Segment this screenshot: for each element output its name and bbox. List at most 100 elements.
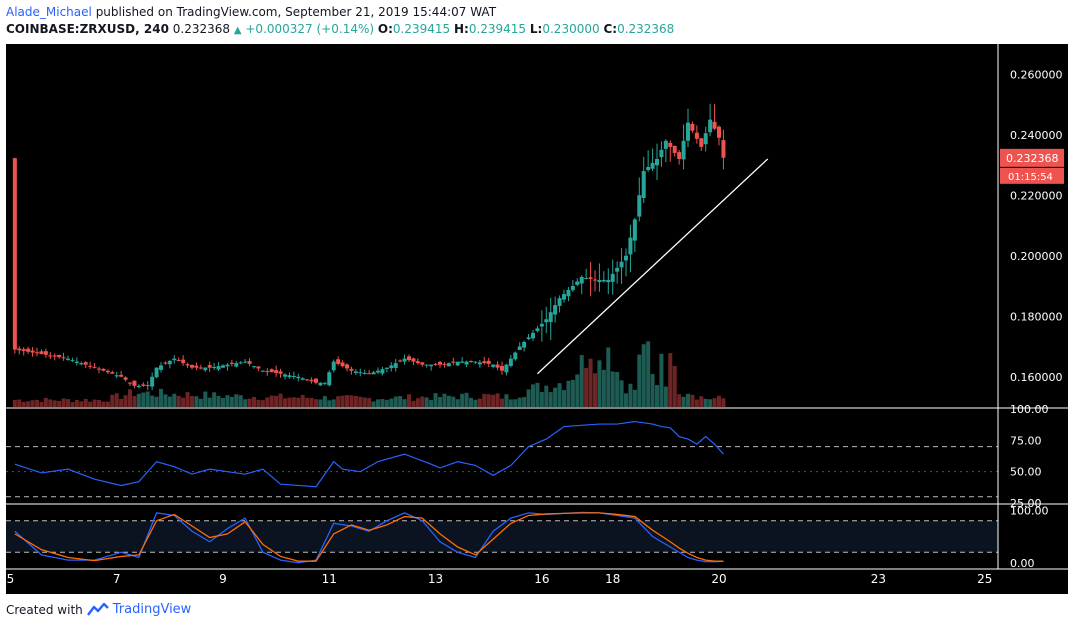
volume-bar (154, 396, 159, 407)
candle-body (176, 359, 181, 361)
candle-body (535, 328, 540, 331)
volume-bar (48, 399, 53, 407)
candle-body (340, 362, 345, 367)
volume-bar (632, 389, 637, 407)
volume-bar (26, 401, 31, 407)
candle-body (570, 286, 575, 291)
price-tick-label: 0.160000 (1010, 371, 1063, 384)
volume-bar (402, 399, 407, 407)
candle-body (83, 362, 88, 365)
high-value: 0.239415 (468, 22, 527, 36)
volume-bar (345, 395, 349, 407)
candle-body (446, 363, 451, 367)
author-link[interactable]: Alade_Michael (6, 5, 92, 19)
volume-bar (256, 399, 261, 407)
volume-bar (70, 402, 75, 407)
candle-body (717, 126, 721, 138)
volume-bar (229, 396, 234, 407)
candle-body (486, 360, 491, 364)
candle-body (327, 372, 332, 386)
price-pane[interactable] (12, 103, 769, 407)
volume-bar (469, 397, 473, 407)
candle-body (601, 279, 606, 282)
candle-body (712, 121, 717, 129)
up-arrow-icon: ▲ (233, 25, 242, 36)
stochastic-pane[interactable] (6, 511, 998, 564)
candle-body (314, 378, 318, 383)
candle-body (194, 365, 199, 368)
volume-bar (451, 396, 456, 407)
time-tick-label: 11 (322, 572, 337, 586)
candle-body (101, 368, 106, 371)
candle-body (17, 348, 22, 351)
volume-bar (260, 400, 265, 407)
tradingview-brand[interactable]: TradingView (112, 602, 192, 617)
volume-bar (66, 399, 70, 407)
volume-bar (212, 392, 217, 407)
volume-bar (150, 395, 155, 407)
candle-body (495, 364, 500, 368)
volume-bar (508, 399, 513, 407)
candle-body (566, 290, 571, 297)
volume-bar (548, 392, 553, 407)
volume-bar (717, 395, 721, 407)
volume-bar (35, 399, 39, 407)
candle-body (464, 361, 469, 365)
volume-bar (322, 396, 327, 407)
candle-body (579, 276, 584, 284)
time-tick-label: 13 (428, 572, 443, 586)
candle-body (708, 119, 713, 133)
candle-body (79, 363, 84, 365)
volume-bar (624, 393, 628, 407)
candle-body (145, 385, 150, 387)
candle-body (221, 365, 225, 368)
candle-body (234, 363, 239, 367)
candle-body (105, 370, 110, 373)
open-value: 0.239415 (392, 22, 451, 36)
price-tick-label: 0.200000 (1010, 250, 1063, 263)
candle-body (491, 364, 496, 367)
volume-bar (699, 396, 704, 407)
symbol-label[interactable]: COINBASE:ZRXUSD, 240 (6, 22, 169, 36)
candle-body (154, 367, 159, 378)
candle-body (92, 366, 97, 368)
volume-bar (637, 354, 642, 407)
axes: 0.260000 0.240000 0.220000 0.200000 0.180000… (6, 44, 1068, 586)
candle-body (597, 279, 602, 283)
candle-body (469, 360, 473, 362)
chart-header: Alade_Michael published on TradingView.c… (6, 4, 1066, 39)
candle-body (398, 360, 403, 362)
chart-area[interactable]: 0.260000 0.240000 0.220000 0.200000 0.180000… (6, 44, 1068, 594)
volume-bar (464, 392, 469, 407)
volume-bar (628, 383, 633, 407)
volume-bar (694, 399, 699, 407)
published-text: published on TradingView.com, September … (95, 5, 497, 19)
low-label: L: (529, 22, 543, 36)
close-value: 0.232368 (617, 22, 675, 36)
candle-body (411, 358, 416, 362)
candle-body (39, 351, 44, 355)
candle-body (681, 140, 686, 160)
volume-bar (398, 396, 403, 407)
volume-bar (198, 398, 203, 407)
volume-bar (336, 396, 341, 407)
volume-bar (247, 398, 252, 407)
volume-bar (105, 401, 110, 407)
time-tick-label: 5 (7, 572, 15, 586)
candle-body (539, 323, 544, 327)
candle-body (526, 337, 531, 340)
rsi-line (14, 420, 724, 488)
candle-body (544, 319, 549, 323)
candle-body (429, 364, 434, 367)
volume-bar (708, 399, 713, 407)
volume-bar (433, 393, 438, 407)
volume-bar (274, 395, 279, 407)
volume-bar (21, 401, 26, 407)
candle-body (663, 140, 668, 149)
volume-bar (362, 397, 367, 407)
rsi-pane[interactable] (6, 420, 998, 498)
volume-bar (610, 371, 615, 407)
volume-bar (477, 398, 482, 407)
candle-body (141, 384, 146, 386)
change-value: +0.000327 (+0.14%) (245, 22, 375, 36)
